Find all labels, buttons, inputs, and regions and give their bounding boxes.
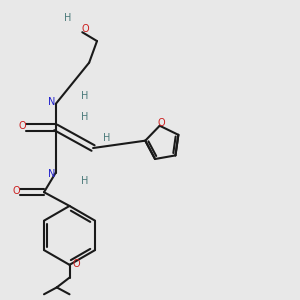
Text: O: O — [73, 259, 80, 269]
Text: O: O — [81, 24, 89, 34]
Text: N: N — [48, 97, 56, 107]
Text: O: O — [19, 122, 26, 131]
Text: H: H — [103, 133, 110, 143]
Text: H: H — [81, 176, 88, 186]
Text: H: H — [81, 91, 88, 101]
Text: H: H — [81, 112, 88, 122]
Text: H: H — [64, 14, 71, 23]
Text: O: O — [13, 186, 20, 196]
Text: O: O — [158, 118, 166, 128]
Text: N: N — [48, 169, 56, 178]
